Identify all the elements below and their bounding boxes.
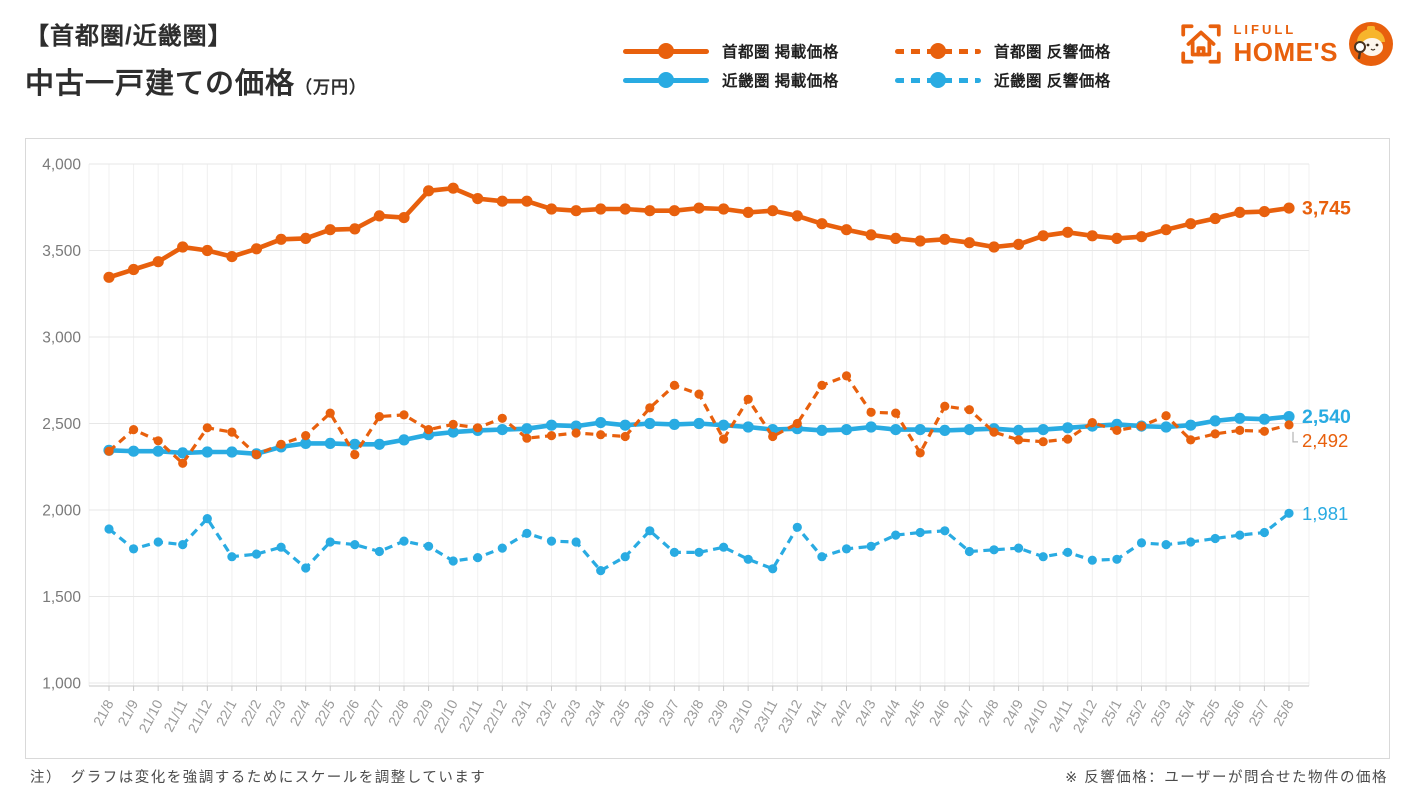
legend-swatch-solid-blue	[623, 72, 709, 88]
y-axis-labels: 1,000 1,500 2,000 2,500 3,000 3,500 4,000	[42, 157, 81, 693]
chart-container: 1,000 1,500 2,000 2,500 3,000 3,500 4,000 21/8 2…	[25, 138, 1390, 759]
svg-text:22/8: 22/8	[385, 697, 412, 729]
legend-label: 首都圏 掲載価格	[722, 44, 839, 61]
svg-text:23/4: 23/4	[581, 697, 608, 729]
svg-text:24/4: 24/4	[876, 697, 903, 729]
legend-item-shutoken-hankyo: 首都圏 反響価格	[895, 42, 1111, 61]
svg-text:4,000: 4,000	[42, 157, 81, 174]
lifull-homes-logo: LIFULL HOME'S	[1178, 20, 1395, 68]
svg-text:22/3: 22/3	[262, 697, 289, 729]
svg-text:23/10: 23/10	[725, 697, 756, 736]
scale-note: 注） グラフは変化を強調するためにスケールを調整しています	[30, 770, 487, 786]
svg-text:25/8: 25/8	[1270, 697, 1297, 729]
svg-text:24/10: 24/10	[1020, 697, 1051, 736]
brand-homes: HOME'S	[1233, 37, 1338, 67]
series-kinkiken-hankyo	[104, 508, 1294, 576]
x-axis-labels: 21/821/921/1021/1121/1222/122/222/322/42…	[90, 697, 1297, 736]
svg-text:24/6: 24/6	[926, 697, 953, 729]
svg-text:1,500: 1,500	[42, 589, 81, 606]
svg-text:22/7: 22/7	[360, 697, 387, 729]
legend-item-kinkiken-keisai: 近畿圏 掲載価格	[623, 71, 895, 90]
legend-label: 近畿圏 掲載価格	[722, 73, 839, 90]
svg-text:25/2: 25/2	[1122, 697, 1149, 729]
legend-item-kinkiken-hankyo: 近畿圏 反響価格	[895, 71, 1111, 90]
svg-text:23/12: 23/12	[774, 697, 805, 736]
svg-text:3,500: 3,500	[42, 243, 81, 260]
svg-text:2,500: 2,500	[42, 416, 81, 433]
legend-label: 首都圏 反響価格	[994, 44, 1111, 61]
svg-text:23/1: 23/1	[508, 697, 535, 729]
title-region: 【首都圏/近畿圏】	[25, 23, 233, 50]
legend-dot-icon	[658, 43, 674, 59]
x-axis	[89, 685, 1309, 691]
svg-text:24/12: 24/12	[1069, 697, 1100, 736]
svg-text:23/5: 23/5	[606, 697, 633, 729]
series-shutoken-keisai	[103, 182, 1295, 283]
svg-text:22/12: 22/12	[479, 697, 510, 736]
end-label-shutoken-keisai: 3,745	[1302, 198, 1351, 220]
legend-dot-icon	[930, 43, 946, 59]
svg-text:3,000: 3,000	[42, 330, 81, 347]
svg-text:24/2: 24/2	[827, 697, 854, 729]
end-label-kinkiken-keisai: 2,540	[1302, 406, 1351, 428]
svg-text:25/7: 25/7	[1245, 697, 1272, 729]
svg-text:22/2: 22/2	[237, 697, 264, 729]
svg-text:25/3: 25/3	[1147, 697, 1174, 729]
mascot-icon	[1349, 22, 1393, 66]
svg-text:23/6: 23/6	[631, 697, 658, 729]
svg-text:24/7: 24/7	[950, 697, 977, 729]
header-title: 【首都圏/近畿圏】 中古一戸建ての価格（万円）	[25, 16, 367, 102]
series-shutoken-hankyo	[104, 371, 1294, 468]
legend-swatch-dashed-orange	[895, 43, 981, 59]
house-icon	[1181, 24, 1222, 64]
svg-text:22/1: 22/1	[213, 697, 240, 729]
svg-text:22/10: 22/10	[430, 697, 461, 736]
end-label-shutoken-hankyo: 2,492	[1302, 430, 1348, 451]
title-unit: （万円）	[295, 78, 368, 97]
svg-text:23/7: 23/7	[655, 697, 682, 729]
svg-text:21/12: 21/12	[184, 697, 215, 736]
legend-swatch-solid-orange	[623, 43, 709, 59]
svg-text:22/5: 22/5	[311, 697, 338, 729]
price-line-chart: 1,000 1,500 2,000 2,500 3,000 3,500 4,000 21/8 2…	[42, 157, 1351, 736]
brand-lifull: LIFULL	[1233, 22, 1297, 37]
hankyo-definition-note: ※ 反響価格：ユーザーが問合せた物件の価格	[1065, 770, 1388, 786]
legend-dot-icon	[658, 72, 674, 88]
svg-text:25/4: 25/4	[1171, 697, 1198, 729]
legend: 首都圏 掲載価格 首都圏 反響価格 近畿圏 掲載価格 近畿圏 反響価格	[623, 42, 1111, 90]
svg-text:22/6: 22/6	[336, 697, 363, 729]
svg-text:25/6: 25/6	[1221, 697, 1248, 729]
svg-text:2,000: 2,000	[42, 503, 81, 520]
svg-text:1,000: 1,000	[42, 676, 81, 693]
title-main: 中古一戸建ての価格	[25, 68, 296, 100]
end-label-leader-line	[1292, 431, 1298, 443]
svg-text:23/2: 23/2	[532, 697, 559, 729]
svg-text:24/3: 24/3	[852, 697, 879, 729]
svg-text:24/1: 24/1	[803, 697, 830, 729]
svg-text:21/10: 21/10	[135, 697, 166, 736]
legend-dot-icon	[930, 72, 946, 88]
svg-text:24/8: 24/8	[975, 697, 1002, 729]
legend-label: 近畿圏 反響価格	[994, 73, 1111, 90]
svg-text:25/1: 25/1	[1098, 697, 1125, 729]
lifull-brand-text: LIFULL HOME'S	[1233, 23, 1338, 65]
page-title: 中古一戸建ての価格（万円）	[25, 60, 367, 102]
svg-text:24/5: 24/5	[901, 697, 928, 729]
end-label-kinkiken-hankyo: 1,981	[1302, 503, 1348, 524]
svg-text:21/8: 21/8	[90, 697, 117, 729]
svg-text:23/3: 23/3	[557, 697, 584, 729]
legend-item-shutoken-keisai: 首都圏 掲載価格	[623, 42, 895, 61]
svg-text:23/8: 23/8	[680, 697, 707, 729]
svg-text:22/4: 22/4	[286, 697, 313, 729]
legend-swatch-dashed-blue	[895, 72, 981, 88]
svg-text:25/5: 25/5	[1196, 697, 1223, 729]
